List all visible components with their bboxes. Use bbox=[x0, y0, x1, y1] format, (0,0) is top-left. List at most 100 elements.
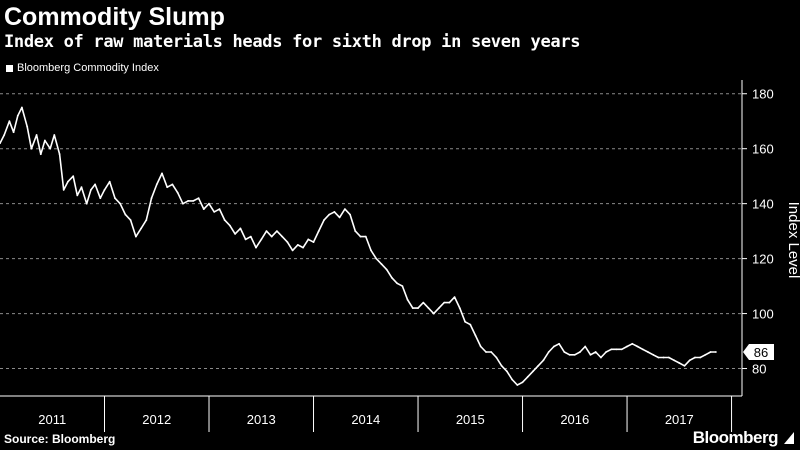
y-axis-label: Index Level bbox=[785, 202, 800, 279]
data-point bbox=[229, 224, 231, 227]
data-point bbox=[605, 351, 607, 353]
data-point bbox=[563, 351, 566, 353]
data-point bbox=[490, 351, 493, 353]
data-point bbox=[344, 208, 346, 211]
data-point bbox=[391, 276, 393, 279]
data-point bbox=[715, 351, 717, 353]
data-point bbox=[176, 191, 179, 194]
data-point bbox=[495, 356, 498, 359]
data-point bbox=[53, 134, 56, 136]
data-point bbox=[359, 235, 362, 238]
data-point bbox=[8, 120, 11, 123]
data-point bbox=[485, 351, 487, 353]
x-tick-label: 2012 bbox=[142, 412, 171, 427]
x-tick-label: 2014 bbox=[351, 412, 380, 427]
data-point bbox=[411, 307, 414, 309]
y-axis: 80 100 120 140 160 180 bbox=[741, 80, 774, 396]
chart-title: Commodity Slump bbox=[4, 3, 225, 31]
data-point bbox=[239, 227, 242, 230]
data-point bbox=[270, 235, 273, 238]
data-point bbox=[114, 197, 116, 200]
data-point bbox=[589, 353, 592, 356]
data-point bbox=[67, 180, 69, 183]
data-point bbox=[234, 233, 237, 235]
data-point bbox=[58, 153, 61, 156]
y-tick-label: 140 bbox=[752, 197, 774, 212]
data-point bbox=[103, 189, 106, 191]
data-point bbox=[636, 345, 639, 348]
data-point bbox=[197, 197, 200, 200]
data-point bbox=[49, 147, 52, 150]
data-point bbox=[558, 342, 560, 345]
data-point bbox=[72, 175, 75, 178]
data-point bbox=[218, 208, 221, 211]
data-point bbox=[0, 142, 1, 145]
data-point bbox=[694, 356, 696, 359]
data-point bbox=[537, 364, 540, 367]
data-point bbox=[202, 208, 205, 211]
grid-lines bbox=[0, 93, 742, 370]
data-point bbox=[438, 307, 440, 309]
y-tick-label: 160 bbox=[752, 142, 774, 157]
data-point bbox=[302, 246, 304, 249]
data-point bbox=[182, 202, 184, 205]
data-point bbox=[145, 219, 148, 222]
data-point bbox=[506, 370, 508, 373]
data-point bbox=[610, 348, 613, 351]
data-point bbox=[129, 219, 132, 222]
data-point bbox=[657, 356, 660, 359]
data-point bbox=[317, 230, 320, 233]
data-point bbox=[469, 323, 472, 326]
data-point bbox=[380, 263, 383, 265]
data-point bbox=[291, 249, 294, 252]
data-point bbox=[90, 189, 92, 191]
brand-mark-icon bbox=[784, 432, 794, 444]
data-point bbox=[338, 216, 341, 219]
y-tick-label: 120 bbox=[752, 252, 774, 267]
data-point bbox=[385, 268, 388, 271]
data-point bbox=[187, 200, 190, 202]
data-point bbox=[688, 359, 691, 362]
data-point bbox=[500, 364, 503, 367]
data-point bbox=[223, 219, 226, 222]
data-point bbox=[443, 301, 446, 304]
chart-legend: Bloomberg Commodity Index bbox=[6, 61, 159, 75]
data-point bbox=[276, 230, 278, 233]
data-point bbox=[16, 114, 19, 117]
data-point bbox=[208, 202, 210, 205]
data-point bbox=[631, 342, 634, 345]
data-point bbox=[307, 238, 310, 241]
data-point bbox=[213, 211, 216, 213]
data-point bbox=[30, 147, 33, 150]
data-point bbox=[244, 238, 247, 241]
data-point bbox=[281, 235, 284, 238]
data-point bbox=[135, 235, 137, 238]
data-point bbox=[516, 384, 519, 386]
series-group: 86 bbox=[0, 106, 774, 386]
data-point bbox=[699, 356, 702, 359]
data-point bbox=[94, 183, 96, 186]
data-point bbox=[3, 134, 6, 136]
data-point bbox=[474, 334, 477, 337]
data-point bbox=[108, 180, 111, 183]
source-note: Source: Bloomberg bbox=[4, 432, 116, 446]
data-point bbox=[370, 249, 372, 252]
legend-swatch bbox=[6, 64, 13, 72]
last-value-label: 86 bbox=[743, 344, 774, 361]
data-point bbox=[600, 356, 602, 359]
data-point bbox=[448, 301, 451, 304]
data-point bbox=[453, 296, 456, 298]
y-tick-label: 100 bbox=[752, 307, 774, 322]
data-point bbox=[296, 244, 299, 246]
data-point bbox=[464, 320, 466, 323]
data-point bbox=[594, 351, 597, 353]
data-point bbox=[328, 213, 331, 216]
data-point bbox=[673, 359, 675, 362]
data-point bbox=[579, 351, 581, 353]
data-point bbox=[99, 197, 102, 200]
y-tick-label: 80 bbox=[752, 362, 766, 377]
data-point bbox=[401, 285, 404, 287]
x-tick-label: 2017 bbox=[665, 412, 694, 427]
legend-label: Bloomberg Commodity Index bbox=[17, 62, 159, 74]
data-point bbox=[124, 213, 127, 216]
